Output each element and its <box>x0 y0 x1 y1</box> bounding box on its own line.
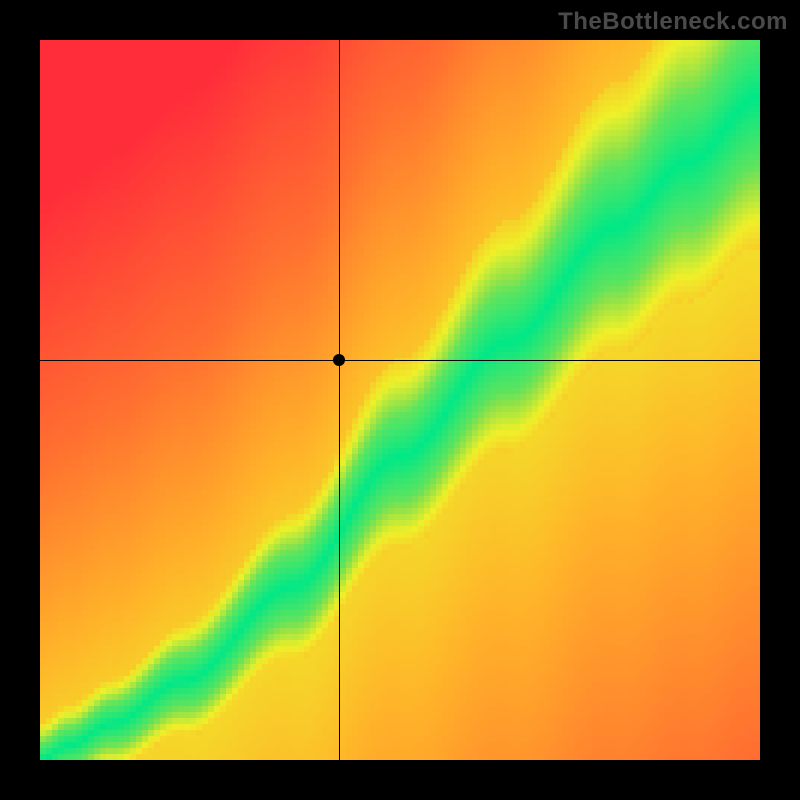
chart-container: TheBottleneck.com <box>0 0 800 800</box>
heatmap-canvas <box>40 40 760 760</box>
watermark-text: TheBottleneck.com <box>558 8 788 36</box>
plot-area <box>40 40 760 760</box>
